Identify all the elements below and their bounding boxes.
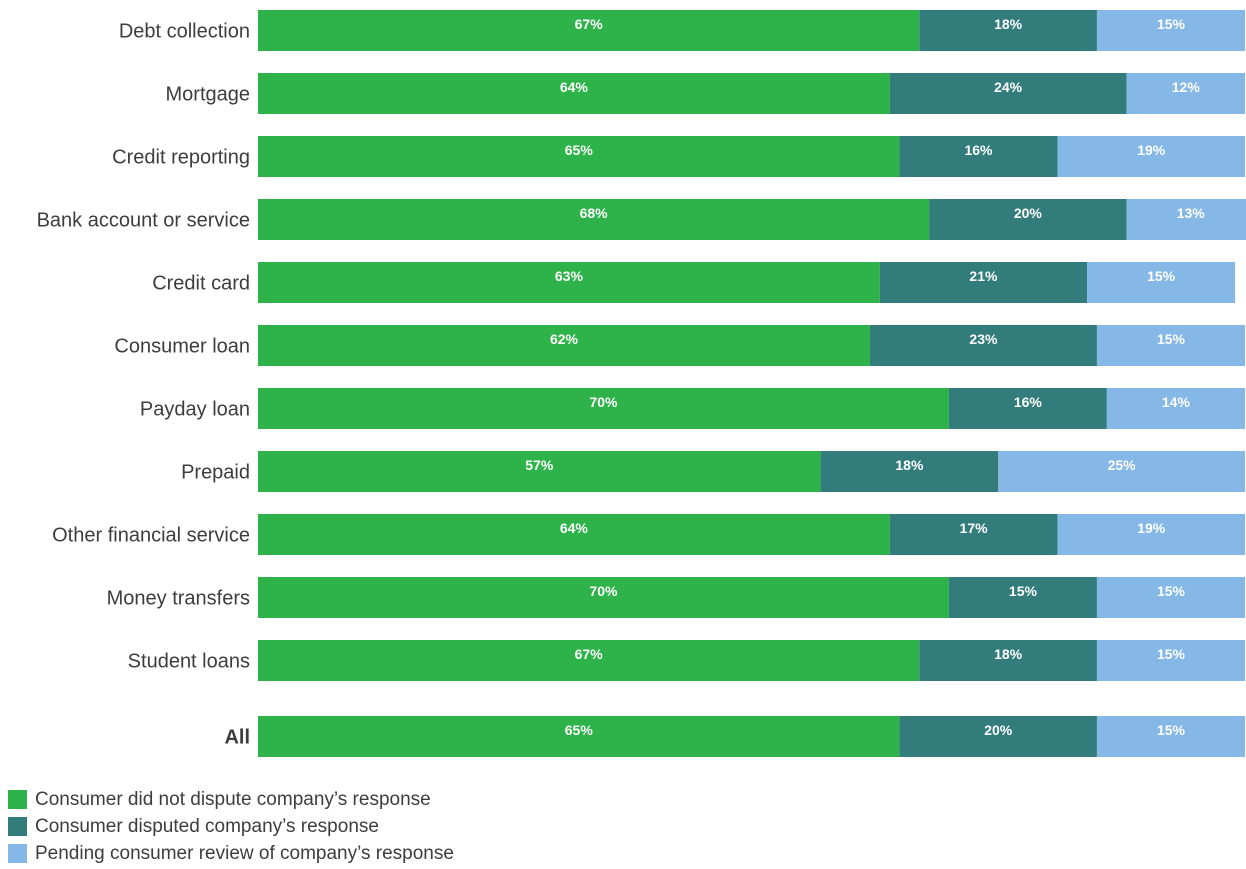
bar-segment-debt-collection-1 xyxy=(919,10,1097,51)
legend: Consumer did not dispute company’s respo… xyxy=(8,786,454,867)
bar-segment-mortgage-0 xyxy=(258,73,890,114)
data-label-money-transfers-0: 70% xyxy=(589,583,618,599)
data-label-mortgage-1: 24% xyxy=(994,79,1023,95)
data-label-prepaid-0: 57% xyxy=(525,457,554,473)
bar-segment-credit-reporting-0 xyxy=(258,136,900,177)
bar-segment-student-loans-2 xyxy=(1096,640,1245,681)
bar-segment-all-1 xyxy=(899,716,1097,757)
data-label-student-loans-1: 18% xyxy=(994,646,1023,662)
data-label-payday-loan-1: 16% xyxy=(1014,394,1043,410)
bar-segment-all-0 xyxy=(258,716,900,757)
legend-swatch-not-disputed xyxy=(8,790,27,809)
data-label-debt-collection-0: 67% xyxy=(575,16,604,32)
legend-item-not-disputed: Consumer did not dispute company’s respo… xyxy=(8,786,454,813)
bar-segment-prepaid-2 xyxy=(998,451,1245,492)
category-label-consumer-loan: Consumer loan xyxy=(114,336,250,358)
bar-segment-student-loans-0 xyxy=(258,640,920,681)
data-label-all-2: 15% xyxy=(1157,722,1186,738)
bar-segment-debt-collection-2 xyxy=(1096,10,1245,51)
data-label-student-loans-2: 15% xyxy=(1157,646,1186,662)
data-label-all-1: 20% xyxy=(984,722,1013,738)
bar-segment-payday-loan-1 xyxy=(948,388,1107,429)
data-label-credit-card-2: 15% xyxy=(1147,268,1176,284)
category-label-payday-loan: Payday loan xyxy=(140,399,250,421)
legend-item-disputed: Consumer disputed company’s response xyxy=(8,813,454,840)
bar-segment-all-2 xyxy=(1096,716,1245,757)
data-label-prepaid-2: 25% xyxy=(1108,457,1137,473)
bar-segment-other-financial-service-0 xyxy=(258,514,890,555)
bar-segment-payday-loan-0 xyxy=(258,388,949,429)
bar-segment-debt-collection-0 xyxy=(258,10,920,51)
category-label-all: All xyxy=(224,727,250,749)
bar-segment-mortgage-1 xyxy=(889,73,1127,114)
bar-segment-prepaid-1 xyxy=(820,451,999,492)
bar-segment-consumer-loan-1 xyxy=(869,325,1097,366)
data-label-other-financial-service-2: 19% xyxy=(1137,520,1166,536)
data-label-money-transfers-1: 15% xyxy=(1009,583,1038,599)
data-label-credit-reporting-0: 65% xyxy=(565,142,594,158)
data-label-bank-account-or-service-2: 13% xyxy=(1177,205,1206,221)
data-label-consumer-loan-0: 62% xyxy=(550,331,579,347)
bar-segment-credit-card-1 xyxy=(879,262,1088,303)
data-label-bank-account-or-service-1: 20% xyxy=(1014,205,1043,221)
category-label-bank-account-or-service: Bank account or service xyxy=(37,210,250,232)
data-label-money-transfers-2: 15% xyxy=(1157,583,1186,599)
data-label-bank-account-or-service-0: 68% xyxy=(580,205,609,221)
legend-swatch-disputed xyxy=(8,817,27,836)
legend-swatch-pending xyxy=(8,844,27,863)
data-label-consumer-loan-2: 15% xyxy=(1157,331,1186,347)
category-label-mortgage: Mortgage xyxy=(166,84,251,106)
bar-segment-money-transfers-1 xyxy=(948,577,1097,618)
data-label-credit-card-1: 21% xyxy=(969,268,998,284)
legend-label-pending: Pending consumer review of company’s res… xyxy=(35,842,454,864)
bar-segment-bank-account-or-service-1 xyxy=(929,199,1127,240)
bar-segment-credit-reporting-2 xyxy=(1057,136,1245,177)
bar-segment-mortgage-2 xyxy=(1126,73,1245,114)
category-label-other-financial-service: Other financial service xyxy=(52,525,250,547)
category-label-prepaid: Prepaid xyxy=(181,462,250,484)
data-label-debt-collection-1: 18% xyxy=(994,16,1023,32)
data-label-mortgage-2: 12% xyxy=(1172,79,1201,95)
data-label-credit-reporting-2: 19% xyxy=(1137,142,1166,158)
bar-segment-money-transfers-0 xyxy=(258,577,949,618)
bar-segment-credit-card-2 xyxy=(1087,262,1236,303)
category-label-debt-collection: Debt collection xyxy=(119,21,250,43)
stacked-bar-chart: Debt collection 67% 18% 15% Mortgage 64% 24% 12… xyxy=(37,10,1246,757)
data-label-payday-loan-0: 70% xyxy=(589,394,618,410)
legend-label-not-disputed: Consumer did not dispute company’s respo… xyxy=(35,788,431,810)
bar-segment-student-loans-1 xyxy=(919,640,1097,681)
bar-segment-consumer-loan-2 xyxy=(1096,325,1245,366)
data-label-consumer-loan-1: 23% xyxy=(969,331,998,347)
category-label-money-transfers: Money transfers xyxy=(107,588,250,610)
data-label-mortgage-0: 64% xyxy=(560,79,589,95)
data-label-credit-card-0: 63% xyxy=(555,268,584,284)
data-label-other-financial-service-1: 17% xyxy=(960,520,989,536)
bar-segment-other-financial-service-1 xyxy=(889,514,1058,555)
data-label-student-loans-0: 67% xyxy=(575,646,604,662)
bar-segment-payday-loan-2 xyxy=(1106,388,1245,429)
data-label-other-financial-service-0: 64% xyxy=(560,520,589,536)
bar-segment-other-financial-service-2 xyxy=(1057,514,1245,555)
bar-segment-money-transfers-2 xyxy=(1096,577,1245,618)
legend-label-disputed: Consumer disputed company’s response xyxy=(35,815,379,837)
bar-segment-credit-card-0 xyxy=(258,262,880,303)
data-label-debt-collection-2: 15% xyxy=(1157,16,1186,32)
bar-segment-consumer-loan-0 xyxy=(258,325,870,366)
category-label-student-loans: Student loans xyxy=(128,651,250,673)
data-label-payday-loan-2: 14% xyxy=(1162,394,1191,410)
bar-segment-credit-reporting-1 xyxy=(899,136,1058,177)
bar-segment-prepaid-0 xyxy=(258,451,821,492)
legend-item-pending: Pending consumer review of company’s res… xyxy=(8,840,454,867)
data-label-credit-reporting-1: 16% xyxy=(964,142,993,158)
category-label-credit-reporting: Credit reporting xyxy=(112,147,250,169)
bar-segment-bank-account-or-service-0 xyxy=(258,199,930,240)
data-label-all-0: 65% xyxy=(565,722,594,738)
category-label-credit-card: Credit card xyxy=(152,273,250,295)
data-label-prepaid-1: 18% xyxy=(895,457,924,473)
bar-segment-bank-account-or-service-2 xyxy=(1126,199,1246,240)
